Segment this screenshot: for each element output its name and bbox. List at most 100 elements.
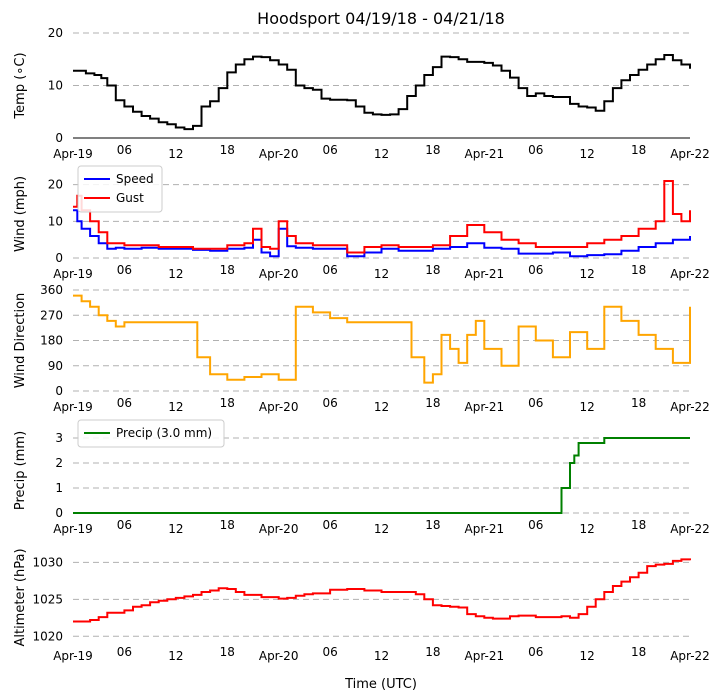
x-tick-label: Apr-22 <box>670 400 710 414</box>
x-tick-label: 12 <box>374 267 389 281</box>
y-tick-label: 1025 <box>32 592 63 606</box>
panel-temp: 0 10 20 Apr-19 06 12 18 Apr-20 06 12 18 Apr-21 06 12 1… <box>13 26 710 161</box>
y-axis-label: Precip (mm) <box>13 431 28 510</box>
series-direction <box>73 294 691 384</box>
x-tick-label: Apr-20 <box>259 400 299 414</box>
x-tick-label: 06 <box>528 518 543 532</box>
x-tick-label: 12 <box>168 147 183 161</box>
x-tick-label: 06 <box>117 518 132 532</box>
y-tick-label: 10 <box>48 79 63 93</box>
x-tick-label: 18 <box>220 263 235 277</box>
y-tick-label: 180 <box>40 334 63 348</box>
x-tick-label: 06 <box>322 645 337 659</box>
x-tick-label: 18 <box>425 396 440 410</box>
x-tick-label: 12 <box>168 400 183 414</box>
x-tick-label: 06 <box>322 518 337 532</box>
x-tick-label: 18 <box>425 645 440 659</box>
y-tick-label: 90 <box>48 359 63 373</box>
x-tick-label: 12 <box>580 400 595 414</box>
chart-title: Hoodsport 04/19/18 - 04/21/18 <box>257 9 505 28</box>
x-tick-label: Apr-19 <box>53 522 93 536</box>
series-precip-3-0-mm <box>73 437 690 514</box>
x-tick-label: 12 <box>580 147 595 161</box>
x-tick-label: Apr-20 <box>259 522 299 536</box>
y-tick-label: 270 <box>40 308 63 322</box>
series-gust <box>73 180 691 254</box>
x-tick-label: 12 <box>580 522 595 536</box>
x-tick-label: Apr-21 <box>465 147 505 161</box>
y-tick-label: 0 <box>55 131 63 145</box>
x-tick-label: Apr-21 <box>465 400 505 414</box>
x-tick-label: 18 <box>220 143 235 157</box>
y-tick-label: 20 <box>48 178 63 192</box>
x-tick-label: 18 <box>220 396 235 410</box>
x-tick-label: 06 <box>117 263 132 277</box>
x-tick-label: Apr-21 <box>465 267 505 281</box>
x-tick-label: 06 <box>528 263 543 277</box>
x-tick-label: 12 <box>168 522 183 536</box>
y-tick-label: 1020 <box>32 629 63 643</box>
x-tick-label: Apr-20 <box>259 649 299 663</box>
x-tick-label: 18 <box>631 263 646 277</box>
y-tick-label: 360 <box>40 283 63 297</box>
x-tick-label: 12 <box>374 649 389 663</box>
x-tick-label: 18 <box>631 396 646 410</box>
x-tick-label: Apr-19 <box>53 147 93 161</box>
x-tick-label: Apr-22 <box>670 267 710 281</box>
x-tick-label: 12 <box>168 649 183 663</box>
y-tick-label: 10 <box>48 214 63 228</box>
x-axis-label: Time (UTC) <box>344 677 417 692</box>
panel-wind: 0 10 20 Apr-19 06 12 18 Apr-20 06 12 18 Apr-21 06 12 1… <box>13 165 710 281</box>
x-tick-label: Apr-21 <box>465 522 505 536</box>
y-tick-label: 2 <box>55 456 63 470</box>
x-tick-label: 18 <box>631 518 646 532</box>
y-tick-label: 0 <box>55 251 63 265</box>
x-tick-label: Apr-19 <box>53 400 93 414</box>
x-tick-label: 06 <box>528 143 543 157</box>
x-tick-label: 18 <box>425 143 440 157</box>
x-tick-label: 06 <box>322 396 337 410</box>
y-tick-label: 1030 <box>32 555 63 569</box>
x-tick-label: 12 <box>374 400 389 414</box>
x-tick-label: Apr-22 <box>670 649 710 663</box>
x-tick-label: 06 <box>117 143 132 157</box>
panel-direction: 0 90 180 270 360 Apr-19 06 12 18 Apr-20 06 12 18 Apr-… <box>13 283 710 414</box>
x-tick-label: 12 <box>580 649 595 663</box>
x-tick-label: 12 <box>374 147 389 161</box>
x-tick-label: 06 <box>322 263 337 277</box>
y-axis-label: Temp (∘C) <box>13 52 28 119</box>
series-altimeter <box>73 558 691 623</box>
legend <box>77 165 163 213</box>
x-tick-label: 18 <box>425 518 440 532</box>
y-tick-label: 0 <box>55 384 63 398</box>
legend-label: Speed <box>116 172 154 186</box>
x-tick-label: 12 <box>168 267 183 281</box>
y-tick-label: 0 <box>55 506 63 520</box>
x-tick-label: 18 <box>220 518 235 532</box>
x-tick-label: Apr-21 <box>465 649 505 663</box>
x-tick-label: Apr-22 <box>670 147 710 161</box>
x-tick-label: 12 <box>374 522 389 536</box>
x-tick-label: 06 <box>528 396 543 410</box>
x-tick-label: 06 <box>117 396 132 410</box>
x-tick-label: 12 <box>580 267 595 281</box>
x-tick-label: 06 <box>528 645 543 659</box>
y-axis-label: Altimeter (hPa) <box>13 548 28 646</box>
series-speed <box>73 209 691 258</box>
panel-altimeter: 1020 1025 1030 Apr-19 06 12 18 Apr-20 06 12 18 Apr-… <box>13 548 710 663</box>
x-tick-label: 06 <box>117 645 132 659</box>
legend-label: Gust <box>116 191 144 205</box>
x-tick-label: Apr-19 <box>53 267 93 281</box>
x-tick-label: Apr-22 <box>670 522 710 536</box>
legend-label: Precip (3.0 mm) <box>116 426 212 440</box>
series-temp <box>73 54 691 131</box>
y-axis-label: Wind (mph) <box>13 176 28 252</box>
x-tick-label: 18 <box>631 143 646 157</box>
x-tick-label: 18 <box>631 645 646 659</box>
y-axis-label: Wind Direction <box>13 293 28 389</box>
x-tick-label: Apr-20 <box>259 267 299 281</box>
y-tick-label: 1 <box>55 481 63 495</box>
